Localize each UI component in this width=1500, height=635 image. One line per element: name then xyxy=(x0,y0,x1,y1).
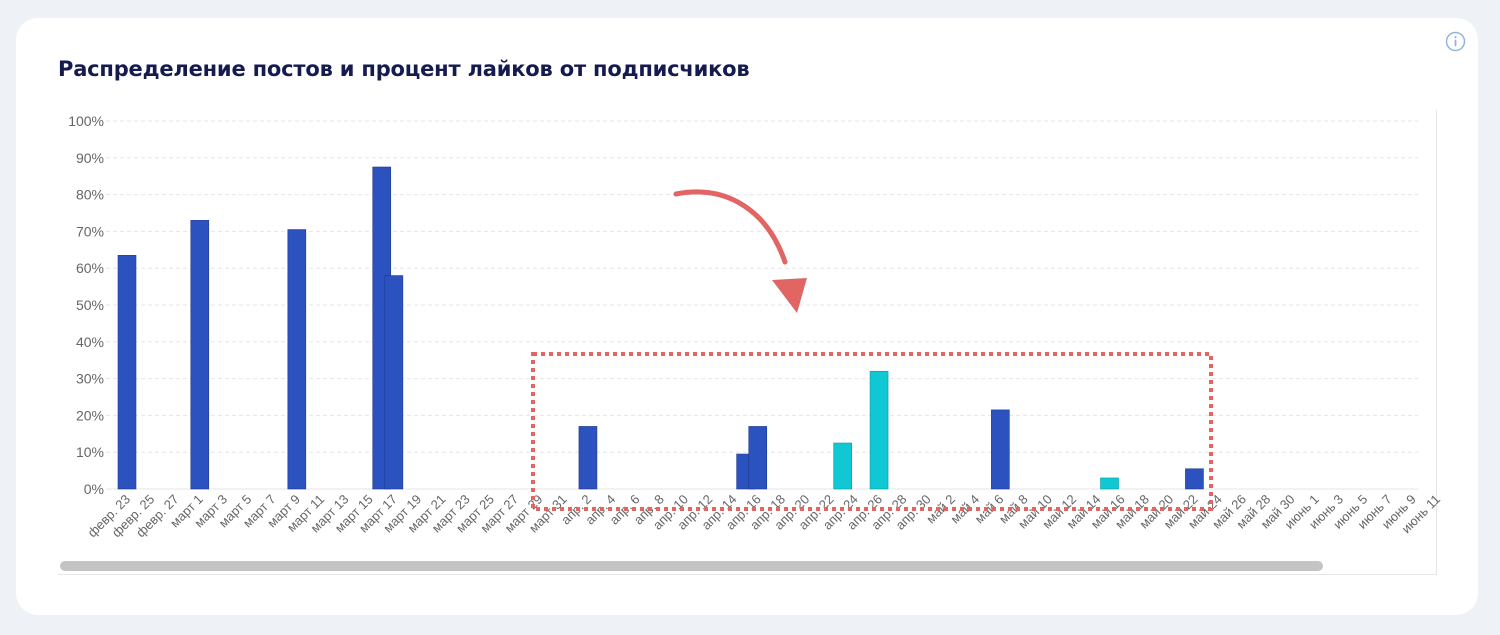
y-tick-label: 10% xyxy=(76,444,104,460)
y-tick-label: 20% xyxy=(76,407,104,423)
y-tick-label: 30% xyxy=(76,371,104,387)
bar[interactable] xyxy=(578,426,598,490)
chart-title: Распределение постов и процент лайков от… xyxy=(58,57,750,81)
highlight-box xyxy=(531,352,1213,511)
bar[interactable] xyxy=(991,409,1010,490)
grid-lines xyxy=(106,120,1418,490)
scrollbar-thumb[interactable] xyxy=(60,561,1323,571)
info-icon[interactable] xyxy=(1445,31,1466,52)
y-tick-label: 70% xyxy=(76,223,104,239)
bar[interactable] xyxy=(1185,468,1204,490)
bar[interactable] xyxy=(287,229,307,490)
y-tick-label: 50% xyxy=(76,297,104,313)
chart-card xyxy=(16,18,1478,615)
arrow-head-icon xyxy=(772,278,807,313)
horizontal-scrollbar[interactable] xyxy=(60,559,1436,573)
bars xyxy=(117,166,1204,490)
y-tick-label: 90% xyxy=(76,150,104,166)
bar[interactable] xyxy=(117,255,137,490)
bar[interactable] xyxy=(833,442,852,490)
y-tick-label: 80% xyxy=(76,187,104,203)
y-tick-label: 60% xyxy=(76,260,104,276)
bar[interactable] xyxy=(1100,477,1119,490)
bar[interactable] xyxy=(748,426,768,490)
plot-frame xyxy=(58,110,1437,575)
y-axis: 0% 10% 20% 30% 40% 50% 60% 70% 80% 90% 100% xyxy=(68,113,104,497)
y-tick-label: 100% xyxy=(68,113,104,129)
bar[interactable] xyxy=(869,370,889,490)
annotations xyxy=(531,189,1213,511)
annotation-arrow xyxy=(673,189,788,265)
bar[interactable] xyxy=(384,275,404,490)
y-tick-label: 0% xyxy=(84,481,104,497)
y-tick-label: 40% xyxy=(76,334,104,350)
bar[interactable] xyxy=(190,220,210,490)
